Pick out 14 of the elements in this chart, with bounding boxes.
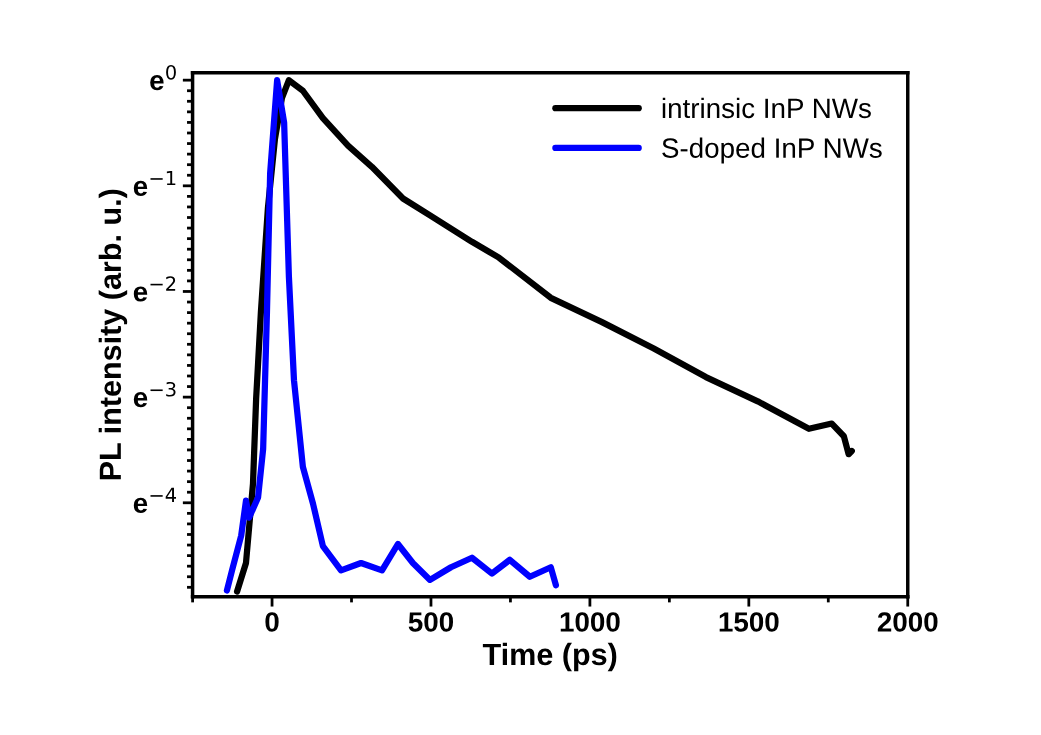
x-tick-label: 0 [265,612,279,632]
x-tick-label: 1500 [719,612,779,632]
legend-label: intrinsic InP NWs [662,97,871,119]
y-tick-label: e$^{−3}$ [133,381,176,408]
y-tick-label: e$^{−1}$ [133,170,176,196]
x-tick-label: 500 [408,612,454,632]
x-axis-title: Time (ps) [482,642,617,672]
y-tick-label: e$^{−2}$ [133,276,176,302]
y-tick-label: e$^{−4}$ [133,487,177,513]
x-tick-label: 1000 [560,612,620,632]
y-tick-label: e$^{0}$ [150,64,176,91]
legend-label: S-doped InP NWs [662,137,882,164]
x-tick-label: 2000 [877,612,938,632]
y-axis-title: PL intensity (arb. u.) [98,189,128,480]
